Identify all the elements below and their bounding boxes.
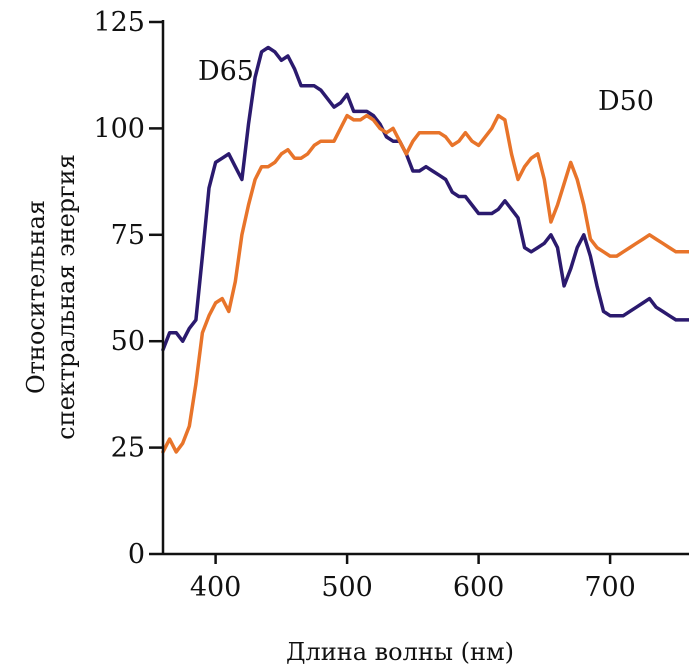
axes: 0 25 50 75 100 125 400 500 600 700 [93, 7, 689, 603]
y-axis-title-line: Относительная [22, 200, 50, 394]
y-tick-label: 25 [111, 433, 145, 464]
plot-area [161, 45, 689, 454]
y-tick-label: 50 [111, 326, 145, 357]
y-tick-label: 75 [111, 220, 145, 251]
series-layer [161, 45, 689, 454]
series-label-d50: D50 [598, 86, 654, 117]
x-axis-title: Длина волны (нм) [286, 638, 514, 666]
y-tick-label: 100 [93, 113, 145, 144]
x-ticks: 400 500 600 700 [190, 554, 636, 603]
y-tick-label: 125 [93, 7, 145, 38]
y-ticks: 0 25 50 75 100 125 [93, 7, 163, 570]
x-tick-label: 500 [321, 572, 373, 603]
x-tick-label: 600 [453, 572, 505, 603]
y-tick-label: 0 [128, 539, 145, 570]
series-labels: D65 D50 [198, 56, 654, 117]
series-line-d65 [161, 45, 689, 352]
x-tick-label: 700 [584, 572, 636, 603]
series-line-d50 [161, 113, 689, 454]
y-axis-title: Относительнаяспектральная энергия [22, 154, 80, 440]
y-axis-title-line: спектральная энергия [52, 154, 80, 440]
series-label-d65: D65 [198, 56, 254, 87]
x-tick-label: 400 [190, 572, 242, 603]
